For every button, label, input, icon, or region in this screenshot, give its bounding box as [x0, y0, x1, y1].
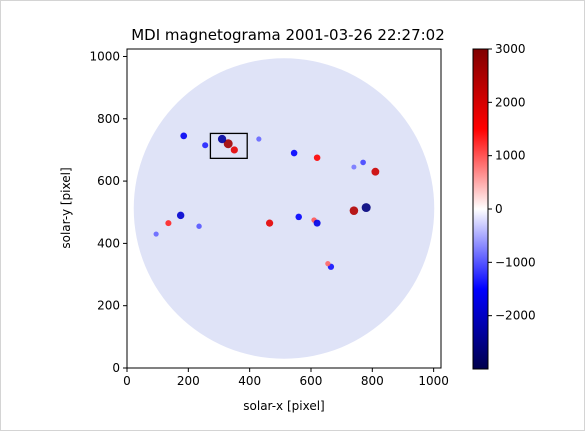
negative-polarity-spot — [153, 231, 159, 237]
positive-polarity-spot — [165, 220, 172, 227]
plot-frame — [126, 48, 442, 369]
y-axis-label: solar-y [pixel] — [59, 167, 73, 248]
colorbar — [472, 48, 489, 370]
x-tick-label: 0 — [123, 374, 131, 388]
active-regions — [153, 132, 380, 270]
solar-disk — [133, 58, 435, 359]
colorbar-tick-label: −1000 — [495, 255, 536, 269]
negative-polarity-spot — [217, 134, 227, 144]
x-tick-label: 1000 — [418, 374, 449, 388]
chart-title: MDI magnetograma 2001-03-26 22:27:02 — [131, 26, 445, 44]
negative-polarity-spot — [180, 132, 188, 140]
x-axis-ticks: 0 200 400 600 800 1000 — [123, 368, 449, 388]
y-axis-ticks: 0 200 400 600 800 1000 — [89, 49, 127, 375]
negative-polarity-spot — [290, 149, 298, 157]
x-tick-label: 400 — [238, 374, 261, 388]
negative-polarity-spot — [351, 164, 357, 170]
y-tick-label: 0 — [112, 361, 120, 375]
y-tick-label: 400 — [97, 236, 120, 250]
colorbar-tick-label: −2000 — [495, 309, 536, 323]
y-tick-label: 1000 — [89, 49, 120, 63]
negative-polarity-spot — [196, 223, 202, 229]
y-tick-label: 200 — [97, 299, 120, 313]
positive-polarity-spot — [325, 261, 331, 267]
negative-polarity-spot — [256, 136, 262, 142]
negative-polarity-spot — [202, 142, 209, 149]
colorbar-ticks: 3000 2000 1000 0 −1000 −2000 — [488, 42, 536, 323]
positive-polarity-spot — [230, 146, 238, 154]
colorbar-tick-label: 3000 — [495, 42, 526, 56]
negative-polarity-spot — [361, 203, 371, 213]
x-tick-label: 600 — [300, 374, 323, 388]
negative-polarity-spot — [313, 219, 321, 227]
y-tick-label: 600 — [97, 174, 120, 188]
y-tick-label: 800 — [97, 112, 120, 126]
highlight-box — [209, 132, 248, 159]
positive-polarity-spot — [265, 219, 274, 227]
x-axis-label: solar-x [pixel] — [243, 399, 324, 413]
positive-polarity-spot — [313, 154, 321, 161]
x-tick-label: 800 — [361, 374, 384, 388]
x-tick-label: 200 — [177, 374, 200, 388]
negative-polarity-spot — [176, 211, 185, 220]
positive-polarity-spot — [349, 206, 359, 215]
colorbar-tick-label: 2000 — [495, 95, 526, 109]
negative-polarity-spot — [295, 213, 302, 221]
colorbar-tick-label: 0 — [495, 202, 503, 216]
colorbar-tick-label: 1000 — [495, 149, 526, 163]
positive-polarity-spot — [371, 167, 380, 176]
negative-polarity-spot — [360, 159, 366, 166]
positive-polarity-spot — [223, 139, 233, 149]
